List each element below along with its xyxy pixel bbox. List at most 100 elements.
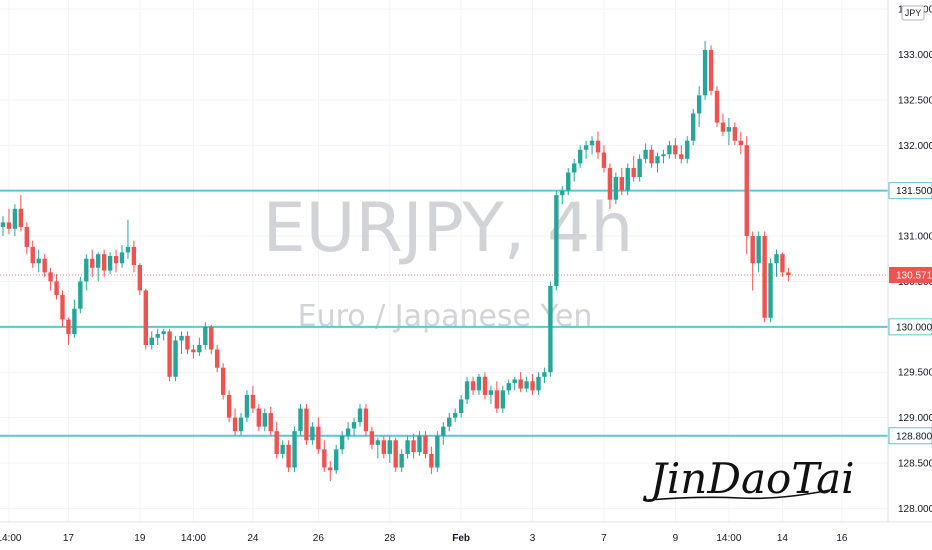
candle[interactable] (399, 449, 404, 473)
candle[interactable] (667, 140, 672, 159)
candle[interactable] (96, 252, 101, 282)
candle[interactable] (203, 322, 208, 350)
candle[interactable] (369, 426, 375, 450)
candle[interactable] (191, 344, 196, 359)
candle[interactable] (232, 408, 238, 436)
candle[interactable] (149, 331, 154, 350)
candle[interactable] (506, 379, 511, 395)
candle[interactable] (423, 431, 428, 459)
candle[interactable] (637, 154, 642, 182)
candle[interactable] (595, 131, 601, 159)
candle[interactable] (625, 163, 630, 196)
candle[interactable] (518, 372, 523, 393)
candle[interactable] (708, 45, 714, 96)
candle[interactable] (304, 403, 309, 445)
candle[interactable] (560, 186, 565, 205)
candle[interactable] (655, 152, 660, 173)
candle[interactable] (280, 440, 285, 459)
candle[interactable] (137, 263, 143, 296)
candle[interactable] (42, 254, 47, 277)
candle[interactable] (702, 40, 708, 100)
candle[interactable] (393, 437, 398, 473)
candle[interactable] (215, 344, 220, 373)
candle[interactable] (256, 403, 262, 432)
candle[interactable] (185, 331, 190, 355)
candle[interactable] (30, 240, 35, 268)
candle[interactable] (161, 328, 166, 341)
candle[interactable] (173, 335, 178, 382)
candle[interactable] (66, 317, 71, 345)
candle[interactable] (458, 394, 464, 418)
candle[interactable] (482, 372, 488, 400)
candle[interactable] (738, 131, 743, 155)
candle[interactable] (530, 374, 535, 395)
candle[interactable] (631, 156, 636, 182)
candle[interactable] (60, 290, 65, 327)
candle[interactable] (601, 145, 607, 173)
candle[interactable] (381, 435, 386, 459)
candle[interactable] (643, 143, 648, 164)
candle[interactable] (0, 216, 6, 237)
candle[interactable] (101, 249, 107, 277)
candle[interactable] (339, 431, 345, 454)
candle[interactable] (84, 254, 89, 291)
candle[interactable] (774, 249, 779, 277)
candle[interactable] (536, 372, 541, 395)
candle[interactable] (488, 385, 494, 404)
candle[interactable] (447, 413, 452, 432)
candle[interactable] (500, 385, 505, 414)
candle[interactable] (464, 376, 470, 404)
candle[interactable] (453, 408, 458, 423)
candle[interactable] (524, 376, 529, 393)
candle[interactable] (179, 331, 184, 355)
candle[interactable] (143, 288, 148, 350)
candle[interactable] (786, 267, 791, 282)
candle[interactable] (262, 408, 267, 432)
candle[interactable] (566, 167, 571, 196)
candle[interactable] (750, 231, 755, 291)
candle[interactable] (328, 461, 333, 482)
candle[interactable] (554, 190, 559, 291)
candle[interactable] (476, 374, 482, 395)
candle[interactable] (238, 413, 244, 436)
candle[interactable] (316, 417, 321, 454)
candle[interactable] (607, 163, 613, 209)
candle[interactable] (375, 437, 381, 459)
candle[interactable] (685, 136, 690, 164)
candle[interactable] (78, 276, 83, 314)
candle[interactable] (405, 435, 410, 459)
candle[interactable] (696, 86, 702, 128)
candle[interactable] (613, 172, 619, 205)
candles[interactable] (0, 40, 791, 482)
candle[interactable] (679, 145, 684, 164)
candle[interactable] (12, 204, 18, 237)
candle[interactable] (226, 390, 232, 423)
candle[interactable] (768, 258, 773, 323)
candle[interactable] (661, 149, 666, 164)
candle[interactable] (387, 435, 392, 463)
candle[interactable] (107, 252, 113, 275)
candle[interactable] (292, 426, 297, 473)
candle[interactable] (589, 136, 595, 155)
candle[interactable] (72, 299, 77, 338)
candle[interactable] (720, 113, 726, 137)
candle[interactable] (542, 367, 547, 384)
candle[interactable] (577, 145, 583, 168)
candle[interactable] (351, 417, 357, 436)
candle[interactable] (209, 325, 214, 355)
candle[interactable] (268, 406, 273, 436)
candle[interactable] (780, 252, 785, 277)
candle[interactable] (286, 440, 291, 473)
candle[interactable] (363, 403, 369, 436)
candle[interactable] (673, 137, 678, 159)
price-axis[interactable]: 128.000 128.500 129.000 129.500 130.000 130.5… (887, 0, 932, 522)
candle[interactable] (155, 328, 160, 345)
candle[interactable] (548, 281, 553, 377)
candle[interactable] (649, 145, 654, 168)
candle[interactable] (441, 422, 446, 445)
candle[interactable] (435, 431, 440, 473)
candle[interactable] (48, 267, 53, 291)
candle[interactable] (732, 122, 738, 146)
candle[interactable] (220, 363, 226, 400)
